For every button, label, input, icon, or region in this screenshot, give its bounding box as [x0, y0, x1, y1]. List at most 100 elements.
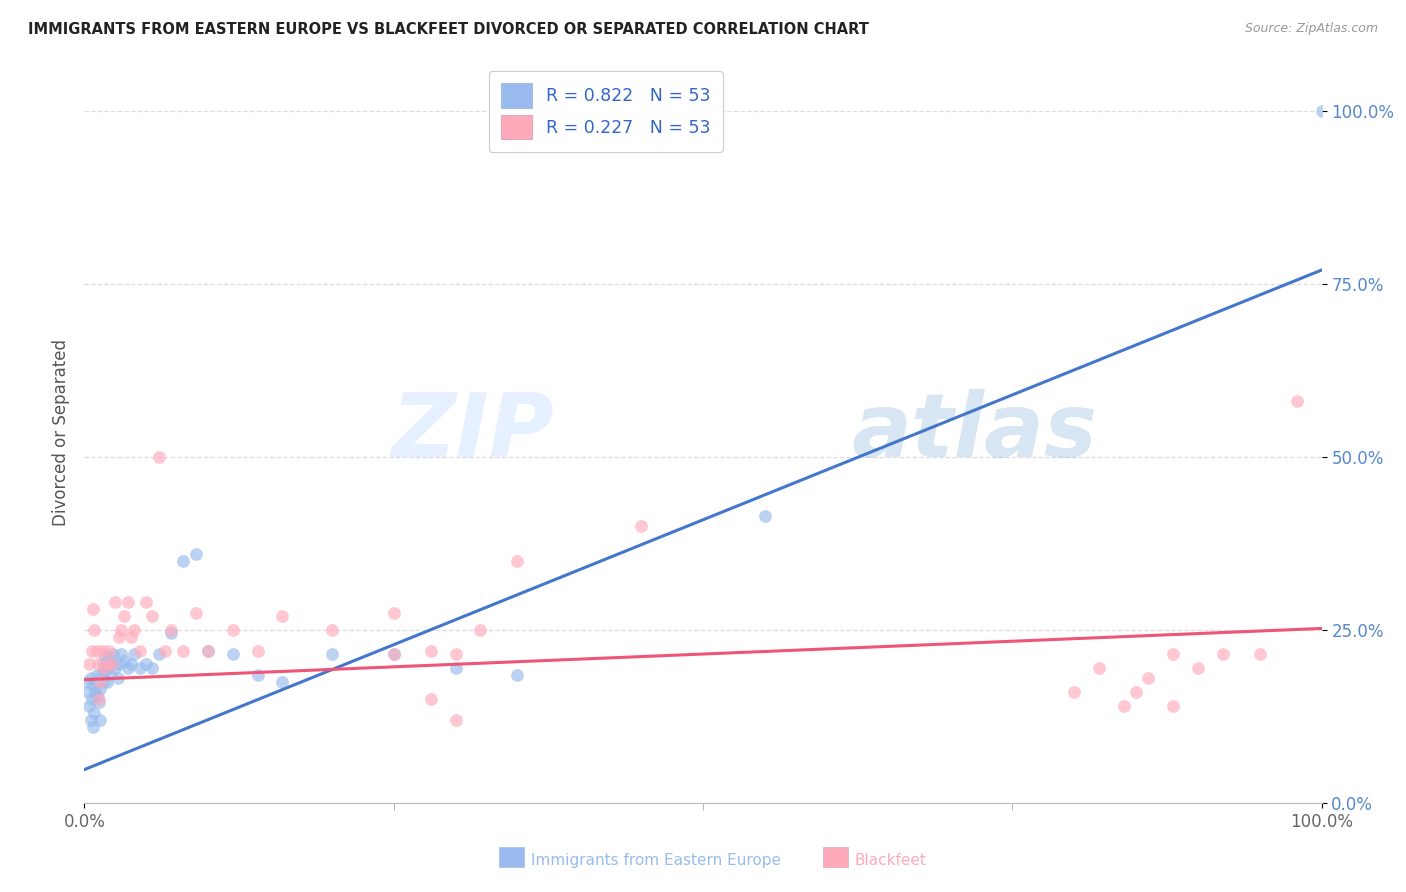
Point	[382, 647, 405, 661]
Text: Blackfeet: Blackfeet	[855, 853, 927, 868]
Point	[107, 671, 129, 685]
Point	[89, 692, 111, 706]
Point	[79, 698, 101, 713]
Point	[444, 661, 467, 675]
Point	[112, 609, 135, 624]
Point	[122, 623, 145, 637]
Point	[1063, 685, 1085, 699]
Point	[96, 674, 118, 689]
Text: atlas: atlas	[852, 389, 1097, 476]
Point	[129, 661, 152, 675]
Point	[120, 657, 142, 672]
Point	[91, 643, 114, 657]
Point	[94, 650, 117, 665]
Point	[246, 667, 269, 681]
Legend: R = 0.822   N = 53, R = 0.227   N = 53: R = 0.822 N = 53, R = 0.227 N = 53	[489, 71, 723, 152]
Point	[444, 713, 467, 727]
Point	[1285, 394, 1308, 409]
Point	[79, 671, 101, 685]
Point	[630, 519, 652, 533]
Point	[246, 643, 269, 657]
Point	[82, 678, 104, 692]
Point	[141, 661, 163, 675]
Point	[93, 661, 115, 675]
Point	[1187, 661, 1209, 675]
Point	[1161, 698, 1184, 713]
Point	[153, 643, 176, 657]
Point	[1088, 661, 1111, 675]
Point	[108, 657, 131, 672]
Point	[91, 657, 114, 672]
Point	[89, 696, 111, 710]
Point	[83, 623, 105, 637]
Point	[76, 674, 98, 689]
Point	[444, 647, 467, 661]
Point	[148, 450, 170, 464]
Point	[82, 602, 104, 616]
Point	[91, 674, 114, 689]
Point	[135, 657, 157, 672]
Point	[96, 661, 118, 675]
Point	[79, 713, 101, 727]
Point	[160, 626, 183, 640]
Point	[84, 685, 107, 699]
Point	[172, 554, 194, 568]
Point	[89, 681, 111, 696]
Point	[104, 661, 127, 675]
Point	[101, 647, 124, 661]
Point	[83, 706, 105, 720]
Point	[506, 667, 529, 681]
Text: IMMIGRANTS FROM EASTERN EUROPE VS BLACKFEET DIVORCED OR SEPARATED CORRELATION CH: IMMIGRANTS FROM EASTERN EUROPE VS BLACKF…	[28, 22, 869, 37]
Point	[271, 674, 294, 689]
Point	[100, 657, 122, 672]
Point	[100, 657, 122, 672]
Point	[197, 643, 219, 657]
Point	[1112, 698, 1135, 713]
Point	[80, 692, 103, 706]
Y-axis label: Divorced or Separated: Divorced or Separated	[52, 339, 70, 526]
Point	[172, 643, 194, 657]
Point	[1212, 647, 1234, 661]
Point	[86, 667, 108, 681]
Point	[89, 713, 111, 727]
Point	[184, 606, 207, 620]
Point	[129, 643, 152, 657]
Point	[271, 609, 294, 624]
Point	[110, 647, 132, 661]
Point	[135, 595, 157, 609]
Point	[93, 665, 115, 679]
Point	[754, 508, 776, 523]
Point	[160, 623, 183, 637]
Point	[80, 643, 103, 657]
Point	[141, 609, 163, 624]
Point	[506, 554, 529, 568]
Point	[97, 657, 120, 672]
Point	[108, 630, 131, 644]
Point	[86, 643, 108, 657]
Point	[321, 647, 343, 661]
Text: ZIP: ZIP	[392, 389, 554, 476]
Point	[197, 643, 219, 657]
Point	[419, 692, 441, 706]
Point	[1137, 671, 1160, 685]
Point	[470, 623, 492, 637]
Point	[419, 643, 441, 657]
Point	[96, 657, 118, 672]
Point	[120, 630, 142, 644]
Point	[122, 647, 145, 661]
Point	[82, 720, 104, 734]
Point	[117, 595, 139, 609]
Point	[98, 667, 121, 681]
Point	[79, 657, 101, 672]
Point	[98, 643, 121, 657]
Point	[117, 661, 139, 675]
Point	[1125, 685, 1147, 699]
Point	[89, 674, 111, 689]
Point	[382, 647, 405, 661]
Text: Source: ZipAtlas.com: Source: ZipAtlas.com	[1244, 22, 1378, 36]
Point	[184, 547, 207, 561]
Text: Immigrants from Eastern Europe: Immigrants from Eastern Europe	[531, 853, 782, 868]
Point	[382, 606, 405, 620]
Point	[90, 667, 112, 681]
Point	[77, 685, 100, 699]
